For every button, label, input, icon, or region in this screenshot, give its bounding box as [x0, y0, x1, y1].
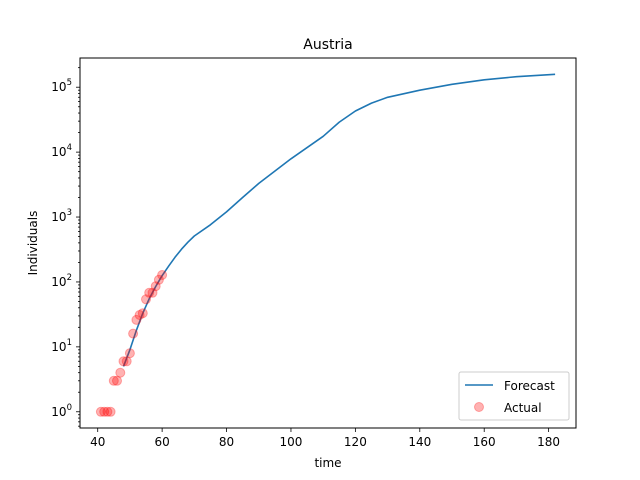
- actual-point: [115, 367, 126, 378]
- y-tick-label: 103: [51, 208, 72, 224]
- x-tick-label: 80: [219, 435, 234, 449]
- x-tick-label: 140: [408, 435, 431, 449]
- y-axis: 100 101 102 103 104 105: [51, 67, 80, 427]
- chart-title: Austria: [303, 37, 352, 53]
- legend-actual-label: Actual: [504, 401, 542, 415]
- actual-point: [118, 356, 129, 367]
- legend-actual-swatch: [474, 402, 484, 412]
- actual-point: [134, 310, 145, 320]
- actual-point: [141, 294, 151, 305]
- actual-point: [95, 406, 106, 417]
- actual-point: [99, 406, 110, 417]
- actual-point: [124, 348, 135, 359]
- x-axis: 40 60 80 100 120 140 160 180: [90, 428, 560, 449]
- actual-point: [108, 375, 119, 386]
- actual-point: [112, 375, 122, 386]
- legend: Forecast Actual: [458, 371, 570, 421]
- x-tick-label: 100: [280, 435, 303, 449]
- y-tick-label: 101: [51, 338, 72, 354]
- y-tick-label: 104: [51, 143, 72, 159]
- x-tick-label: 40: [90, 435, 105, 449]
- actual-point: [131, 314, 142, 325]
- actual-point: [157, 270, 168, 280]
- legend-frame: [458, 371, 570, 421]
- y-tick-label: 102: [51, 273, 72, 289]
- legend-forecast-label: Forecast: [504, 379, 555, 393]
- x-tick-label: 60: [154, 435, 169, 449]
- x-tick-label: 160: [473, 435, 496, 449]
- y-axis-label: Individuals: [26, 211, 40, 276]
- actual-point: [105, 406, 116, 417]
- actual-point: [121, 356, 132, 367]
- forecast-line: [122, 73, 556, 367]
- y-tick-label: 100: [51, 403, 72, 419]
- x-axis-label: time: [314, 456, 341, 470]
- actual-point: [128, 328, 139, 339]
- x-tick-label: 180: [537, 435, 560, 449]
- y-tick-label: 105: [51, 78, 72, 94]
- actual-point: [102, 406, 113, 417]
- actual-point: [137, 308, 148, 319]
- actual-point: [147, 287, 158, 298]
- actual-point: [144, 287, 155, 298]
- x-tick-label: 120: [344, 435, 367, 449]
- plot-area: [95, 73, 556, 417]
- actual-point: [153, 274, 164, 285]
- actual-point: [150, 281, 161, 292]
